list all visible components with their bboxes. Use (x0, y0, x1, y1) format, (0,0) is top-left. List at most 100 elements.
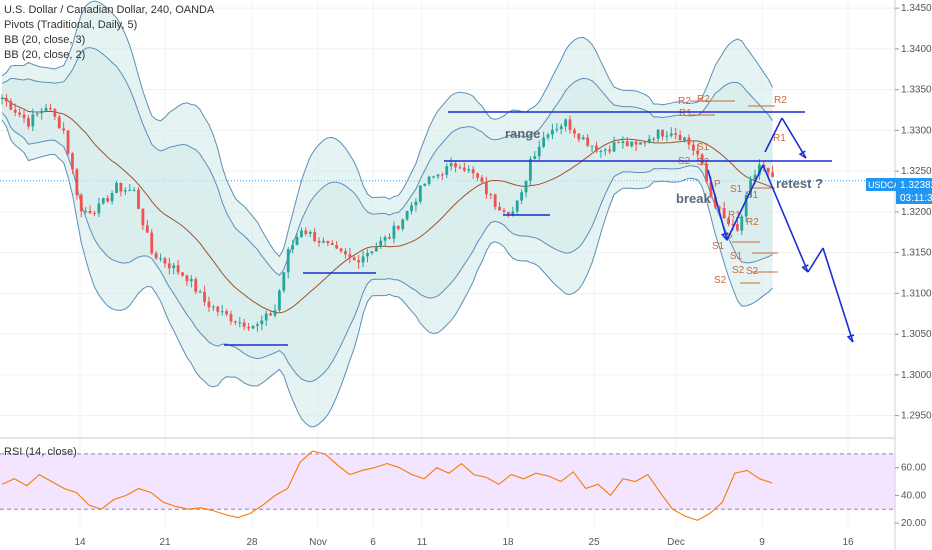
pivot-label: R2 (774, 95, 787, 106)
badge-symbol: USDCAD (868, 180, 907, 190)
legend: U.S. Dollar / Canadian Dollar, 240, OAND… (4, 3, 214, 63)
candle-body (106, 198, 110, 202)
trend-drawings (224, 111, 855, 346)
y-tick-label: 1.34500 (901, 3, 932, 14)
candle-body (295, 236, 299, 245)
candle-body (458, 167, 462, 169)
x-tick-label: 14 (74, 537, 86, 548)
candle-body (49, 108, 52, 110)
candle-body (489, 194, 493, 196)
candle-body (766, 167, 770, 173)
candle-body (423, 183, 427, 186)
candle-body (141, 208, 145, 226)
candle-body (110, 193, 114, 202)
candle-body (709, 181, 713, 197)
candle-body (749, 179, 752, 196)
candle-body (502, 210, 506, 212)
candle-body (291, 244, 295, 250)
candle-body (84, 210, 88, 212)
y-tick-label: 1.34000 (901, 44, 932, 55)
candle-body (119, 182, 123, 192)
indicator-bb-3[interactable]: BB (20, close, 3) (4, 34, 86, 46)
break-arrow-down (707, 169, 728, 241)
candle-body (163, 258, 167, 264)
candle-body (590, 145, 594, 147)
candle-body (405, 211, 409, 220)
bb-basis (1, 97, 773, 314)
pivot-label: S2 (732, 265, 745, 276)
candle-body (361, 256, 365, 263)
candle-body (31, 114, 35, 127)
candle-body (216, 306, 220, 312)
candle-body (278, 290, 281, 311)
pivot-label: S1 (697, 142, 710, 153)
candle-body (13, 109, 17, 113)
candle-body (62, 128, 66, 131)
indicator-pivots[interactable]: Pivots (Traditional, Daily, 5) (4, 19, 138, 31)
candle-body (53, 109, 57, 117)
candle-body (44, 108, 48, 111)
candle-body (414, 201, 418, 206)
x-tick-label: 28 (246, 537, 258, 548)
bb-band-line (1, 119, 773, 428)
candle-body (427, 176, 431, 184)
candle-body (727, 218, 730, 225)
candle-body (656, 129, 660, 139)
candle-body (352, 257, 356, 261)
candle-body (537, 146, 541, 157)
indicator-bb-2[interactable]: BB (20, close, 2) (4, 49, 86, 61)
x-tick-label: Dec (667, 537, 685, 548)
candle-body (220, 311, 224, 313)
candle-body (771, 172, 774, 177)
badge-price: 1.32382 (900, 180, 932, 191)
candle-body (242, 322, 246, 327)
y-tick-label: 1.29500 (901, 411, 932, 422)
candle-body (35, 113, 39, 115)
candle-body (128, 190, 132, 192)
candle-body (286, 249, 290, 273)
candle-body (577, 133, 581, 140)
candle-body (524, 180, 528, 193)
price-axis-bg (895, 0, 932, 550)
candle-body (581, 137, 585, 140)
candle-body (511, 211, 515, 215)
candle-body (159, 258, 162, 260)
candle-body (520, 192, 524, 201)
candle-body (401, 219, 405, 229)
candle-body (172, 265, 176, 269)
pivot-label: R2 (746, 217, 759, 228)
candle-body (300, 230, 303, 237)
candle-body (669, 133, 673, 136)
pivot-label: R2 (697, 94, 710, 105)
pivot-label: R1 (728, 210, 741, 221)
y-tick-label: 1.31000 (901, 288, 932, 299)
candle-body (335, 244, 339, 249)
rsi-pane (0, 450, 895, 521)
rsi-tick-label: 40.00 (901, 490, 926, 501)
candle-body (480, 177, 484, 182)
candle-body (18, 112, 22, 115)
candle-body (674, 133, 678, 136)
candle-body (71, 153, 74, 170)
candle-body (586, 137, 590, 146)
pivot-label: S1 (746, 190, 759, 201)
x-tick-label: 6 (370, 537, 376, 548)
candle-body (313, 231, 317, 241)
candle-body (630, 141, 634, 147)
candle-body (264, 313, 268, 321)
candle-body (79, 194, 83, 212)
symbol-line[interactable]: U.S. Dollar / Canadian Dollar, 240, OAND… (4, 4, 215, 16)
y-tick-label: 1.33500 (901, 85, 932, 96)
candle-body (639, 142, 642, 145)
candle-body (713, 196, 717, 208)
candle-body (533, 156, 537, 159)
annotation-break: break (676, 191, 711, 206)
candle-body (308, 231, 312, 234)
rsi-legend[interactable]: RSI (14, close) (4, 446, 77, 458)
candle-body (207, 301, 211, 308)
candle-body (599, 150, 603, 152)
candle-body (418, 185, 422, 202)
